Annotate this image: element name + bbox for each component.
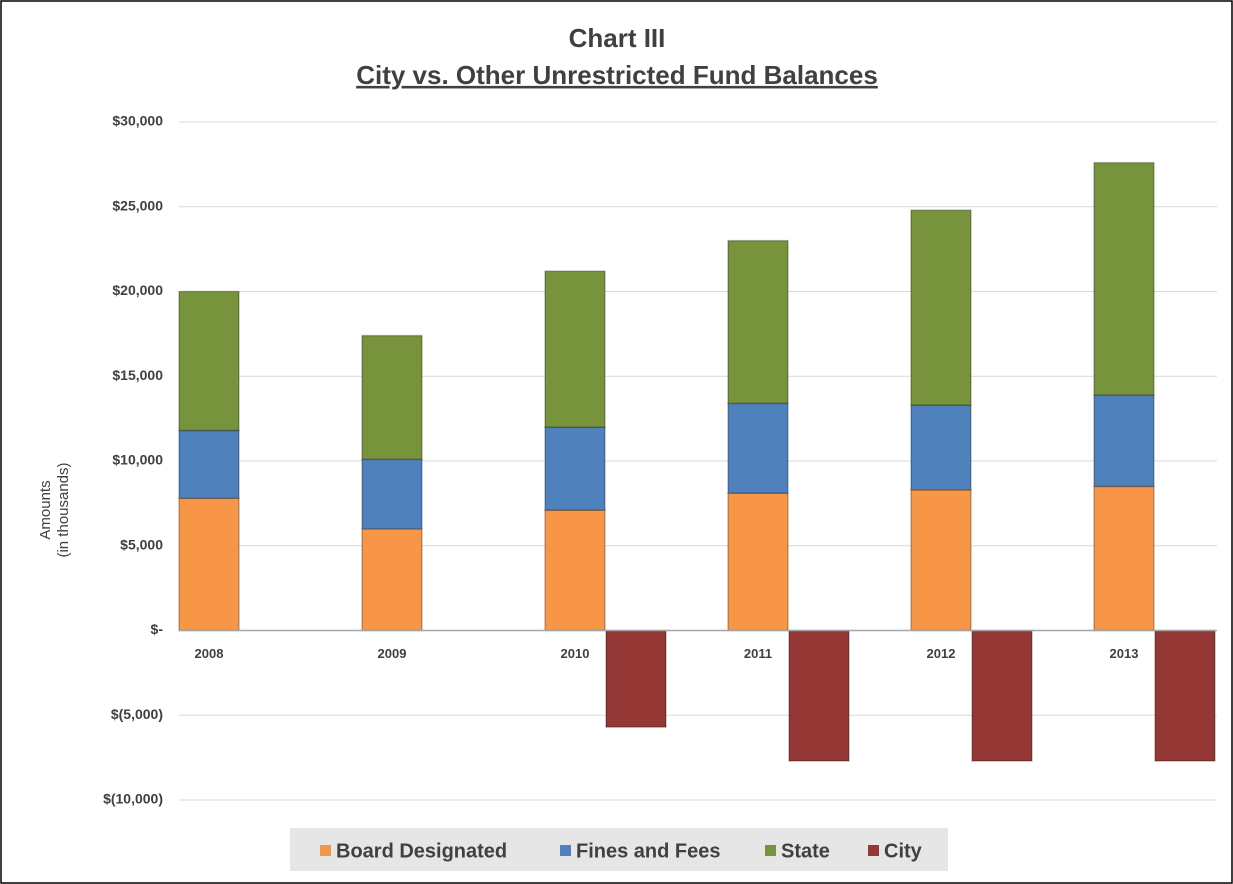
bar-segment bbox=[1093, 485, 1155, 632]
bar-segment bbox=[1093, 161, 1155, 396]
bar-segment bbox=[1154, 629, 1216, 762]
y-axis-label: Amounts bbox=[37, 480, 54, 539]
x-tick-label: 2013 bbox=[1110, 646, 1139, 661]
bar-segment bbox=[361, 528, 423, 632]
y-axis-label: (in thousands) bbox=[55, 462, 72, 557]
bar-segment bbox=[361, 458, 423, 530]
x-tick-label: 2012 bbox=[927, 646, 956, 661]
y-tick-label: $10,000 bbox=[112, 452, 163, 468]
y-tick-label: $- bbox=[151, 621, 164, 637]
legend-label: State bbox=[781, 840, 830, 862]
bar-segment bbox=[971, 629, 1033, 762]
legend-swatch bbox=[765, 845, 776, 856]
chart-subtitle: City vs. Other Unrestricted Fund Balance… bbox=[356, 60, 878, 90]
legend-label: City bbox=[884, 840, 923, 862]
y-tick-label: $(10,000) bbox=[103, 791, 163, 807]
bar-segment bbox=[1093, 394, 1155, 488]
x-tick-label: 2009 bbox=[378, 646, 407, 661]
y-tick-label: $30,000 bbox=[112, 113, 163, 129]
x-tick-label: 2008 bbox=[195, 646, 224, 661]
bar-segment bbox=[910, 404, 972, 491]
y-tick-label: $25,000 bbox=[112, 197, 163, 213]
bar-segment bbox=[727, 492, 789, 632]
legend-swatch bbox=[868, 845, 879, 856]
y-tick-label: $5,000 bbox=[120, 536, 163, 552]
legend-label: Board Designated bbox=[336, 840, 507, 862]
bar-segment bbox=[910, 489, 972, 632]
bar-segment bbox=[544, 509, 606, 632]
y-tick-label: $(5,000) bbox=[111, 706, 163, 722]
legend-box bbox=[290, 828, 948, 871]
y-tick-label: $15,000 bbox=[112, 367, 163, 383]
x-tick-label: 2011 bbox=[744, 646, 772, 661]
bar-segment bbox=[544, 270, 606, 428]
bar-segment bbox=[178, 429, 240, 500]
bar-segment bbox=[178, 290, 240, 432]
legend-swatch bbox=[560, 845, 571, 856]
bar-segment bbox=[727, 402, 789, 494]
legend-label: Fines and Fees bbox=[576, 840, 721, 862]
legend-swatch bbox=[320, 845, 331, 856]
chart-title: Chart III bbox=[569, 23, 666, 53]
y-tick-label: $20,000 bbox=[112, 282, 163, 298]
x-tick-label: 2010 bbox=[561, 646, 590, 661]
bar-segment bbox=[788, 629, 850, 762]
bar-segment bbox=[605, 629, 667, 728]
bar-segment bbox=[544, 426, 606, 511]
bar-segment bbox=[727, 239, 789, 405]
bar-segment bbox=[178, 497, 240, 632]
bar-segment bbox=[361, 334, 423, 461]
bar-segment bbox=[910, 209, 972, 406]
